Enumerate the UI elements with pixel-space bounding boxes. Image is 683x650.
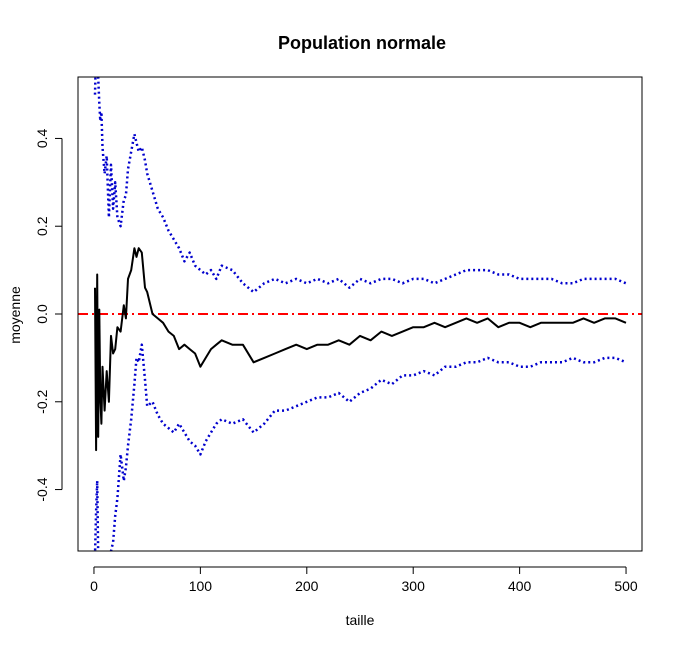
- y-tick-label: 0.2: [34, 216, 50, 236]
- y-tick-label: -0.4: [34, 477, 50, 501]
- chart-title: Population normale: [278, 33, 446, 53]
- plot-frame: [77, 76, 643, 552]
- x-tick-label: 100: [189, 578, 213, 594]
- x-tick-label: 0: [90, 578, 98, 594]
- x-tick-label: 300: [402, 578, 426, 594]
- series-upper-bound-line: [93, 77, 627, 294]
- x-axis: 0 100 200 300 400 500: [90, 566, 638, 594]
- series-mean-line: [94, 247, 627, 452]
- series-lower-bound-line: [93, 343, 627, 551]
- y-tick-label: -0.2: [34, 390, 50, 414]
- x-tick-label: 500: [614, 578, 638, 594]
- x-tick-label: 400: [508, 578, 532, 594]
- y-tick-label: 0.0: [34, 304, 50, 324]
- x-tick-label: 200: [295, 578, 319, 594]
- y-axis: -0.4 -0.2 0.0 0.2 0.4: [34, 129, 63, 502]
- y-tick-label: 0.4: [34, 129, 50, 149]
- plot-area: [78, 77, 642, 551]
- y-axis-label: moyenne: [7, 286, 23, 344]
- x-axis-label: taille: [346, 612, 375, 628]
